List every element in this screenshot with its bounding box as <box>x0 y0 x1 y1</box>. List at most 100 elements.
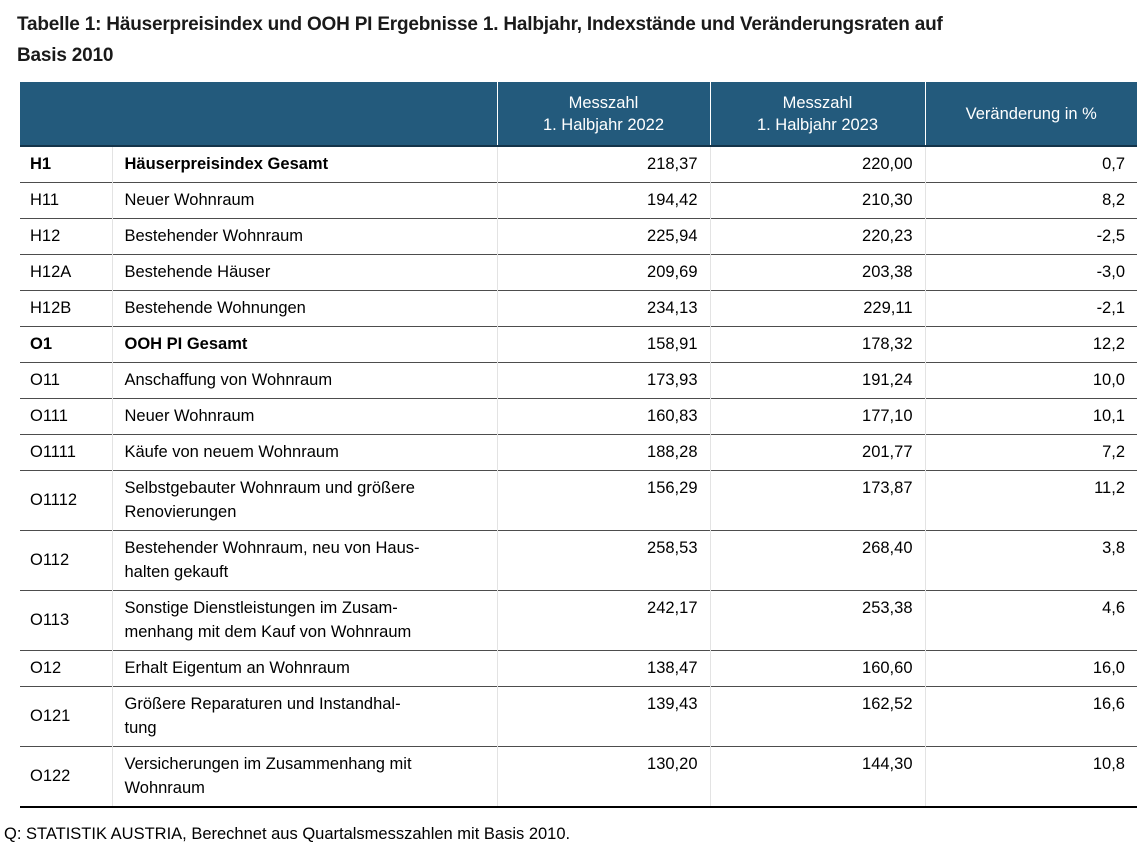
row-change-value: 10,8 <box>924 746 1137 807</box>
row-label: Größere Reparaturen und Instandhal- tung <box>111 686 497 747</box>
table-row: O121 Größere Reparaturen und Instandhal-… <box>20 686 1137 747</box>
row-change-value: 4,6 <box>924 590 1137 651</box>
row-label: Bestehender Wohnraum <box>111 218 497 255</box>
row-code: O12 <box>30 659 62 677</box>
row-change-value: 10,1 <box>924 398 1137 435</box>
row-value-2022: 225,94 <box>496 218 710 255</box>
row-value-2022: 234,13 <box>496 290 710 327</box>
row-value-2023: 220,23 <box>709 218 925 255</box>
row-code: O11 <box>30 371 60 389</box>
row-code: O111 <box>30 407 68 425</box>
row-change-value: -2,5 <box>924 218 1137 255</box>
row-value-2022: 218,37 <box>496 146 710 183</box>
row-code: O1111 <box>30 443 76 461</box>
row-label: Bestehende Häuser <box>111 254 497 291</box>
header-messzahl-2022: Messzahl 1. Halbjahr 2022 <box>496 82 710 146</box>
table-row: H12A Bestehende Häuser 209,69 203,38 -3,… <box>20 254 1137 291</box>
row-label: OOH PI Gesamt <box>111 326 497 363</box>
row-code: H11 <box>30 191 60 209</box>
row-code: O121 <box>30 707 71 725</box>
row-code: H12A <box>30 263 72 281</box>
row-value-2023: 144,30 <box>709 746 925 807</box>
row-value-2022: 209,69 <box>496 254 710 291</box>
table-row: O1111 Käufe von neuem Wohnraum 188,28 20… <box>20 434 1137 471</box>
row-code: H12B <box>30 299 72 317</box>
header-veraenderung: Veränderung in % <box>924 82 1137 146</box>
table-row: O1112 Selbstgebauter Wohnraum und größer… <box>20 470 1137 531</box>
row-value-2022: 194,42 <box>496 182 710 219</box>
row-value-2023: 160,60 <box>709 650 925 687</box>
row-value-2023: 268,40 <box>709 530 925 591</box>
table-row: H12B Bestehende Wohnungen 234,13 229,11 … <box>20 290 1137 327</box>
table-row: H1 Häuserpreisindex Gesamt 218,37 220,00… <box>20 146 1137 183</box>
row-change-value: 16,6 <box>924 686 1137 747</box>
row-change-value: 0,7 <box>924 146 1137 183</box>
table-title-line1: Tabelle 1: Häuserpreisindex und OOH PI E… <box>17 14 943 35</box>
row-change-value: -2,1 <box>924 290 1137 327</box>
row-value-2023: 162,52 <box>709 686 925 747</box>
table-body: H1 Häuserpreisindex Gesamt 218,37 220,00… <box>20 146 1137 807</box>
row-change-value: 7,2 <box>924 434 1137 471</box>
row-label: Anschaffung von Wohnraum <box>111 362 497 399</box>
row-label: Bestehender Wohnraum, neu von Haus- halt… <box>111 530 497 591</box>
row-label: Versicherungen im Zusammenhang mit Wohnr… <box>111 746 497 807</box>
table-row: H11 Neuer Wohnraum 194,42 210,30 8,2 <box>20 182 1137 219</box>
row-code: O113 <box>30 611 70 629</box>
row-value-2022: 156,29 <box>496 470 710 531</box>
row-change-value: 11,2 <box>924 470 1137 531</box>
row-value-2023: 203,38 <box>709 254 925 291</box>
row-code: H12 <box>30 227 61 245</box>
row-value-2023: 210,30 <box>709 182 925 219</box>
row-value-2023: 253,38 <box>709 590 925 651</box>
row-value-2023: 177,10 <box>709 398 925 435</box>
row-change-value: 12,2 <box>924 326 1137 363</box>
row-label: Sonstige Dienstleistungen im Zusam- menh… <box>111 590 497 651</box>
row-value-2023: 201,77 <box>709 434 925 471</box>
row-value-2022: 188,28 <box>496 434 710 471</box>
row-change-value: -3,0 <box>924 254 1137 291</box>
row-code: O1 <box>30 335 53 353</box>
row-value-2022: 130,20 <box>496 746 710 807</box>
row-label: Häuserpreisindex Gesamt <box>111 146 497 183</box>
table-row: H12 Bestehender Wohnraum 225,94 220,23 -… <box>20 218 1137 255</box>
row-label: Neuer Wohnraum <box>111 398 497 435</box>
table-title-line2: Basis 2010 <box>17 45 114 66</box>
row-label: Käufe von neuem Wohnraum <box>111 434 497 471</box>
table-row: O11 Anschaffung von Wohnraum 173,93 191,… <box>20 362 1137 399</box>
row-code: O1112 <box>30 491 78 509</box>
source-note: Q: STATISTIK AUSTRIA, Berechnet aus Quar… <box>4 825 571 843</box>
table-row: O112 Bestehender Wohnraum, neu von Haus-… <box>20 530 1137 591</box>
row-value-2022: 160,83 <box>496 398 710 435</box>
row-change-value: 3,8 <box>924 530 1137 591</box>
row-value-2022: 258,53 <box>496 530 710 591</box>
row-value-2023: 173,87 <box>709 470 925 531</box>
row-value-2023: 229,11 <box>709 290 925 327</box>
table-row: O113 Sonstige Dienstleistungen im Zusam-… <box>20 590 1137 651</box>
table-row: O122 Versicherungen im Zusammenhang mit … <box>20 746 1137 807</box>
row-value-2022: 173,93 <box>496 362 710 399</box>
row-label: Neuer Wohnraum <box>111 182 497 219</box>
row-value-2023: 178,32 <box>709 326 925 363</box>
row-value-2023: 191,24 <box>709 362 925 399</box>
header-empty-cell <box>20 82 497 146</box>
house-price-index-table: Messzahl 1. Halbjahr 2022 Messzahl 1. Ha… <box>20 82 1137 808</box>
table-row: O12 Erhalt Eigentum an Wohnraum 138,47 1… <box>20 650 1137 687</box>
row-code: O112 <box>30 551 70 569</box>
table-title: Tabelle 1: Häuserpreisindex und OOH PI E… <box>17 9 1145 71</box>
row-value-2022: 139,43 <box>496 686 710 747</box>
row-label: Bestehende Wohnungen <box>111 290 497 327</box>
header-messzahl-2023: Messzahl 1. Halbjahr 2023 <box>709 82 925 146</box>
row-value-2022: 242,17 <box>496 590 710 651</box>
row-code: H1 <box>30 155 52 173</box>
row-value-2022: 158,91 <box>496 326 710 363</box>
row-label: Erhalt Eigentum an Wohnraum <box>111 650 497 687</box>
row-change-value: 16,0 <box>924 650 1137 687</box>
row-label: Selbstgebauter Wohnraum und größere Reno… <box>111 470 497 531</box>
table-header: Messzahl 1. Halbjahr 2022 Messzahl 1. Ha… <box>20 82 1137 146</box>
row-code: O122 <box>30 767 71 785</box>
table-row: O1 OOH PI Gesamt 158,91 178,32 12,2 <box>20 326 1137 363</box>
table-row: O111 Neuer Wohnraum 160,83 177,10 10,1 <box>20 398 1137 435</box>
row-change-value: 8,2 <box>924 182 1137 219</box>
row-change-value: 10,0 <box>924 362 1137 399</box>
row-value-2022: 138,47 <box>496 650 710 687</box>
